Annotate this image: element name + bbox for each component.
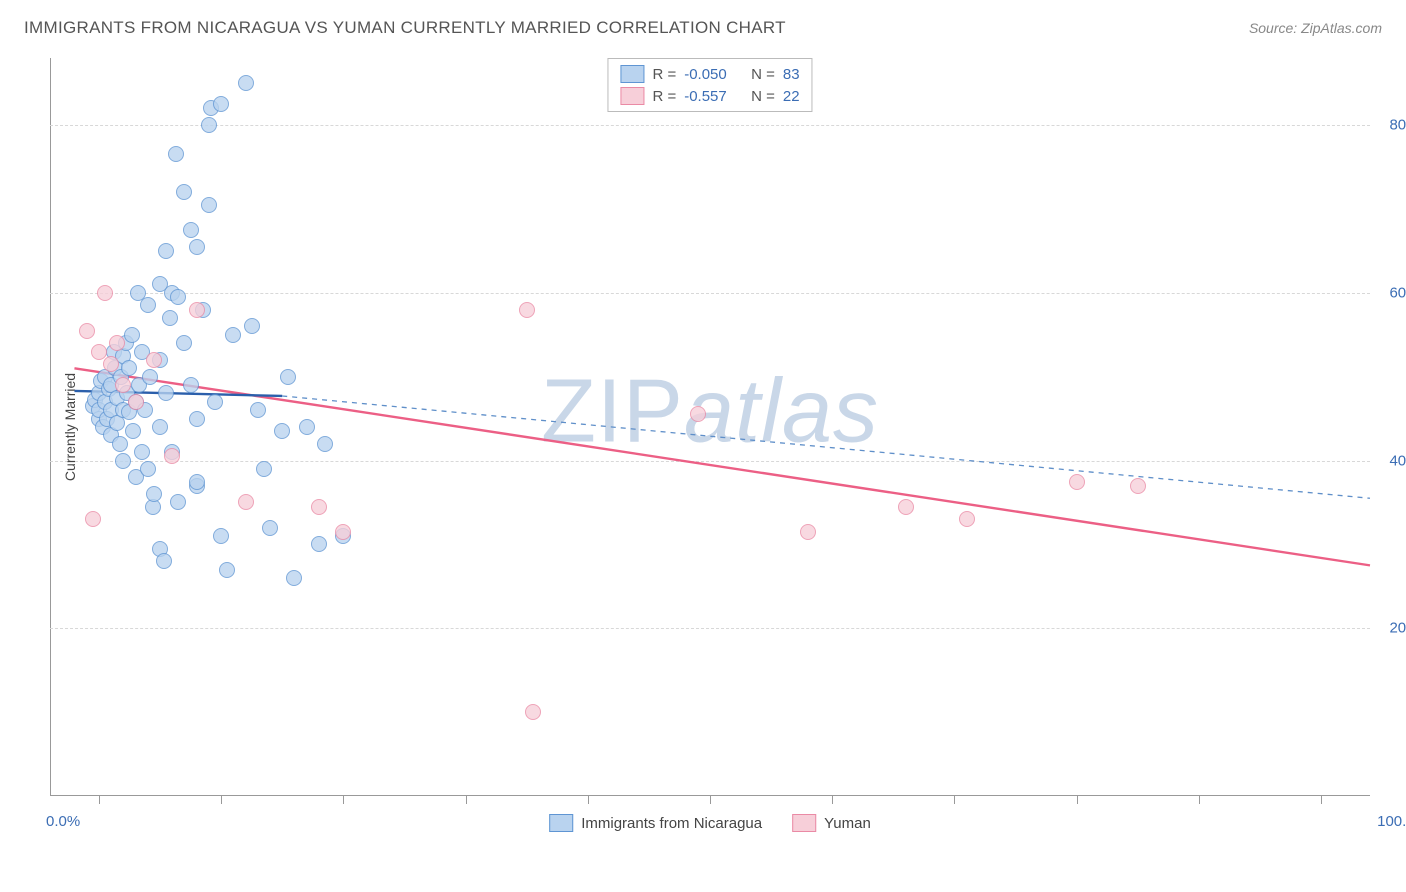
legend-item-b: Yuman [792, 814, 871, 832]
data-point [176, 335, 192, 351]
data-point [97, 285, 113, 301]
stats-legend: R = -0.050 N = 83 R = -0.557 N = 22 [607, 58, 812, 112]
data-point [238, 75, 254, 91]
data-point [146, 486, 162, 502]
data-point [189, 411, 205, 427]
data-point [140, 297, 156, 313]
data-point [152, 419, 168, 435]
data-point [335, 524, 351, 540]
legend-item-a: Immigrants from Nicaragua [549, 814, 762, 832]
data-point [146, 352, 162, 368]
data-point [299, 419, 315, 435]
data-point [800, 524, 816, 540]
data-point [183, 222, 199, 238]
series-legend: Immigrants from Nicaragua Yuman [549, 814, 871, 832]
x-tick [1321, 796, 1322, 804]
data-point [103, 356, 119, 372]
data-point [109, 335, 125, 351]
data-point [142, 369, 158, 385]
data-point [262, 520, 278, 536]
data-point [280, 369, 296, 385]
data-point [690, 406, 706, 422]
data-point [156, 553, 172, 569]
data-point [225, 327, 241, 343]
series-a-swatch [549, 814, 573, 832]
x-tick [99, 796, 100, 804]
data-point [207, 394, 223, 410]
data-point [128, 394, 144, 410]
data-point [311, 536, 327, 552]
data-point [125, 423, 141, 439]
source-credit: Source: ZipAtlas.com [1249, 20, 1382, 36]
data-point [189, 239, 205, 255]
stats-legend-row: R = -0.557 N = 22 [620, 85, 799, 107]
x-tick [588, 796, 589, 804]
x-tick [1199, 796, 1200, 804]
series-b-swatch [620, 87, 644, 105]
chart-plot-area: 20.0%40.0%60.0%80.0% Currently Married Z… [50, 58, 1370, 796]
data-point [91, 344, 107, 360]
y-tick-label: 60.0% [1389, 284, 1406, 301]
data-point [898, 499, 914, 515]
trendlines [50, 58, 1370, 796]
data-point [124, 327, 140, 343]
data-point [1130, 478, 1146, 494]
data-point [311, 499, 327, 515]
data-point [164, 448, 180, 464]
data-point [183, 377, 199, 393]
data-point [519, 302, 535, 318]
data-point [170, 494, 186, 510]
series-a-swatch [620, 65, 644, 83]
y-tick-label: 20.0% [1389, 620, 1406, 637]
data-point [238, 494, 254, 510]
x-max-label: 100.0% [1377, 813, 1406, 830]
data-point [85, 511, 101, 527]
data-point [134, 444, 150, 460]
data-point [213, 96, 229, 112]
y-tick-label: 40.0% [1389, 452, 1406, 469]
x-tick [710, 796, 711, 804]
y-tick-label: 80.0% [1389, 117, 1406, 134]
data-point [189, 474, 205, 490]
data-point [121, 360, 137, 376]
data-point [959, 511, 975, 527]
x-min-label: 0.0% [46, 813, 80, 830]
x-tick [466, 796, 467, 804]
data-point [158, 385, 174, 401]
data-point [158, 243, 174, 259]
data-point [250, 402, 266, 418]
data-point [115, 377, 131, 393]
data-point [79, 323, 95, 339]
data-point [168, 146, 184, 162]
data-point [162, 310, 178, 326]
data-point [317, 436, 333, 452]
data-point [244, 318, 260, 334]
x-tick [221, 796, 222, 804]
data-point [525, 704, 541, 720]
series-a-label: Immigrants from Nicaragua [581, 815, 762, 832]
data-point [140, 461, 156, 477]
x-tick [1077, 796, 1078, 804]
data-point [112, 436, 128, 452]
series-b-label: Yuman [824, 815, 871, 832]
x-tick [954, 796, 955, 804]
data-point [286, 570, 302, 586]
data-point [201, 117, 217, 133]
data-point [274, 423, 290, 439]
data-point [189, 302, 205, 318]
series-b-swatch [792, 814, 816, 832]
chart-title: IMMIGRANTS FROM NICARAGUA VS YUMAN CURRE… [24, 18, 786, 38]
data-point [1069, 474, 1085, 490]
x-tick [832, 796, 833, 804]
data-point [213, 528, 229, 544]
data-point [201, 197, 217, 213]
data-point [115, 453, 131, 469]
data-point [219, 562, 235, 578]
stats-legend-row: R = -0.050 N = 83 [620, 63, 799, 85]
x-tick [343, 796, 344, 804]
data-point [256, 461, 272, 477]
data-point [176, 184, 192, 200]
data-point [170, 289, 186, 305]
